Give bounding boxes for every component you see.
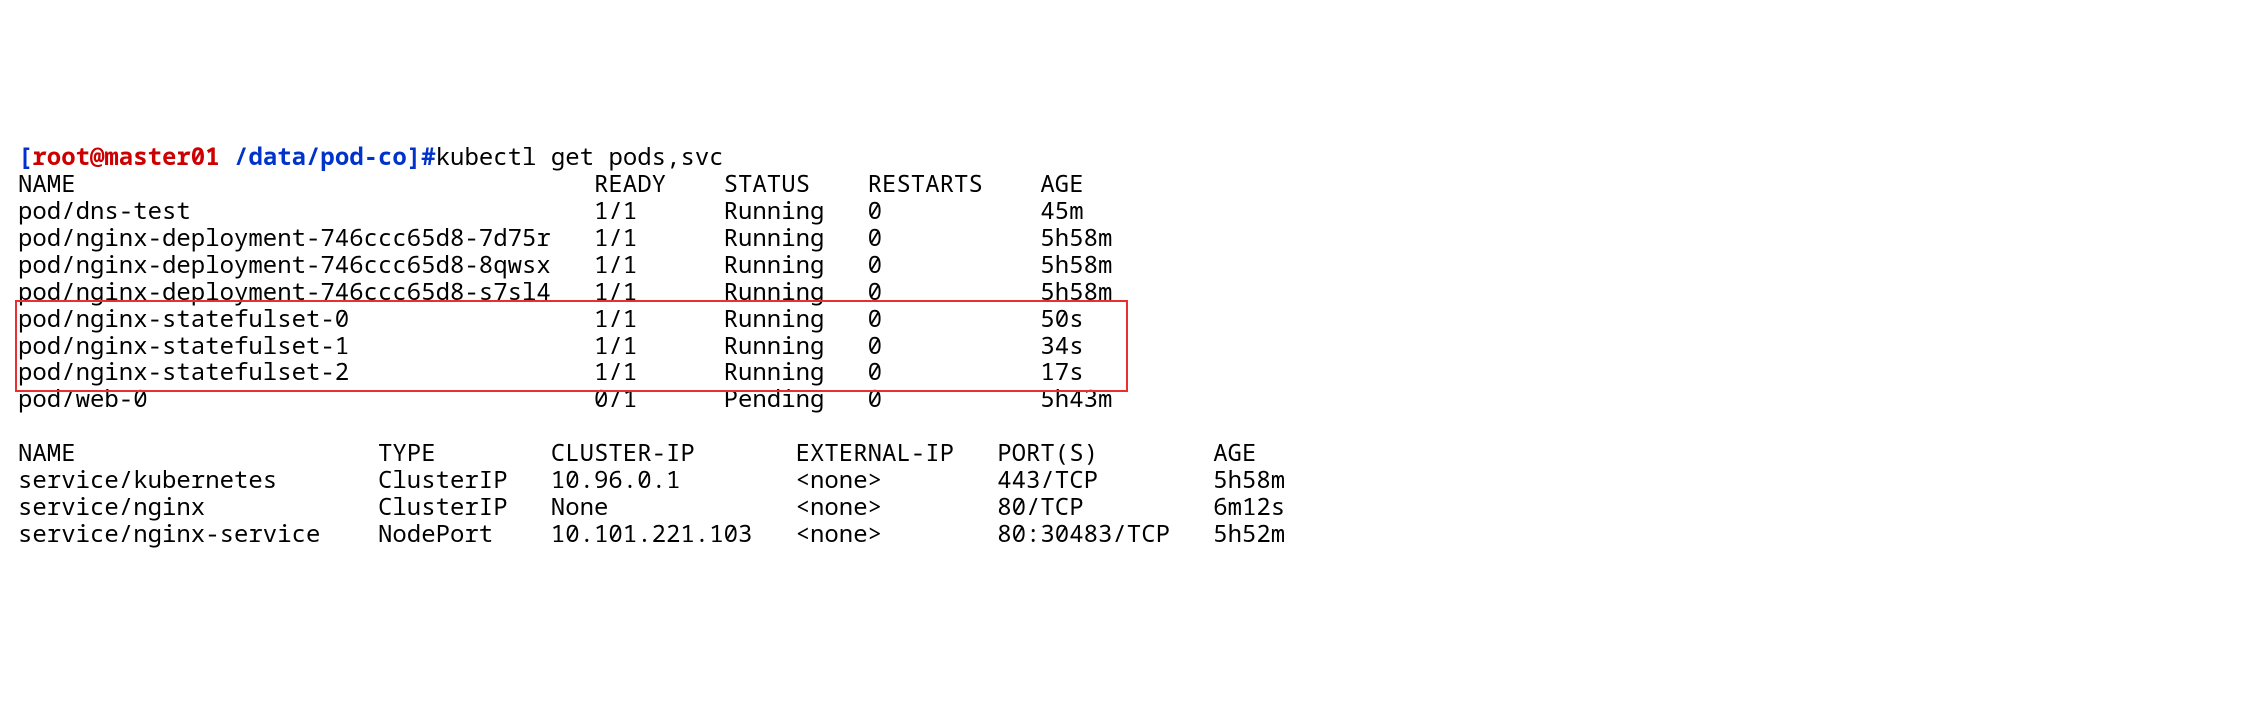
table-row: service/nginx-service NodePort 10.101.22… bbox=[18, 517, 1285, 550]
table-row: pod/web-0 0/1 Pending 0 5h43m bbox=[18, 382, 1112, 415]
terminal-output: [root@master01 /data/pod-co]#kubectl get… bbox=[18, 118, 2245, 575]
